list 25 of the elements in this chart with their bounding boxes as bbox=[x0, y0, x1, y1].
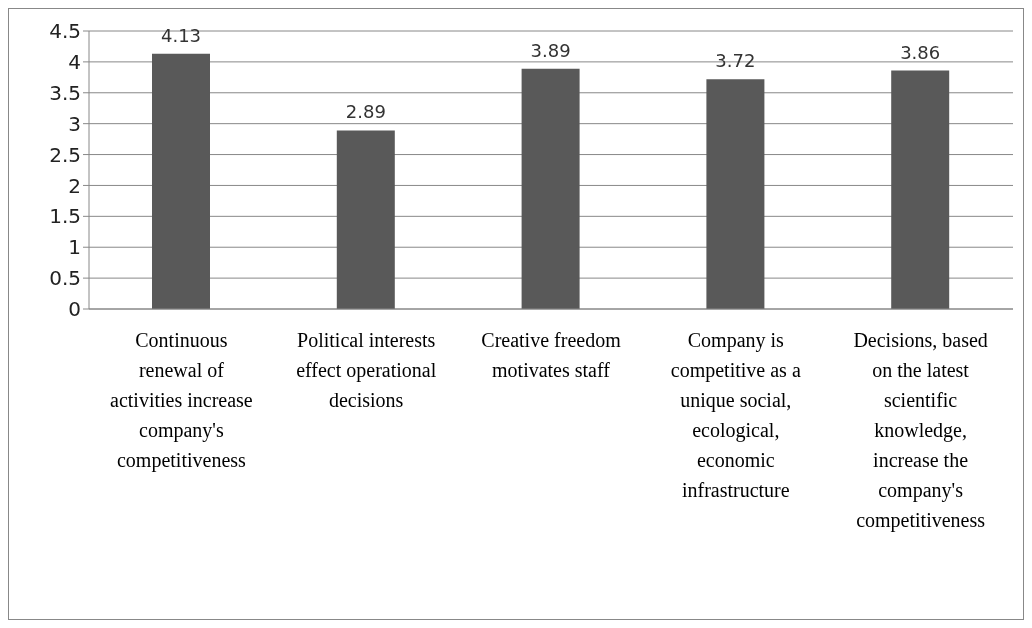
data-label: 4.13 bbox=[160, 24, 202, 46]
y-tick-label: 0 bbox=[68, 297, 81, 322]
bar bbox=[706, 79, 765, 309]
y-tick-label: 1.5 bbox=[49, 204, 81, 229]
y-tick-label: 4.5 bbox=[49, 19, 81, 44]
bar bbox=[521, 68, 580, 309]
y-tick-label: 3.5 bbox=[49, 80, 81, 105]
y-tick-label: 2 bbox=[68, 173, 81, 198]
data-label: 2.89 bbox=[345, 101, 386, 123]
y-tick-label: 4 bbox=[68, 49, 81, 74]
x-tick-label: Continuous renewal of activities increase company's competitiveness bbox=[110, 329, 253, 472]
bar bbox=[336, 130, 395, 309]
bar bbox=[891, 70, 950, 309]
bar bbox=[152, 53, 210, 309]
data-label: 3.86 bbox=[900, 41, 941, 63]
x-tick-label: Company is competitive as a unique social, ecological, economic infrastructure bbox=[670, 329, 801, 501]
data-label: 3.89 bbox=[530, 39, 571, 61]
x-tick-label: Creative freedom motivates staff bbox=[481, 329, 622, 381]
y-tick-label: 2.5 bbox=[49, 142, 81, 167]
y-tick-label: 0.5 bbox=[49, 266, 81, 291]
y-tick-label: 3 bbox=[68, 111, 81, 136]
y-tick-label: 1 bbox=[68, 235, 81, 260]
x-tick-label: Political interests effect operational decisions bbox=[296, 329, 437, 411]
x-tick-label: Decisions, based on the latest scientific knowledge, increase the company's competitiveness bbox=[853, 329, 988, 532]
data-label: 3.72 bbox=[715, 50, 756, 72]
